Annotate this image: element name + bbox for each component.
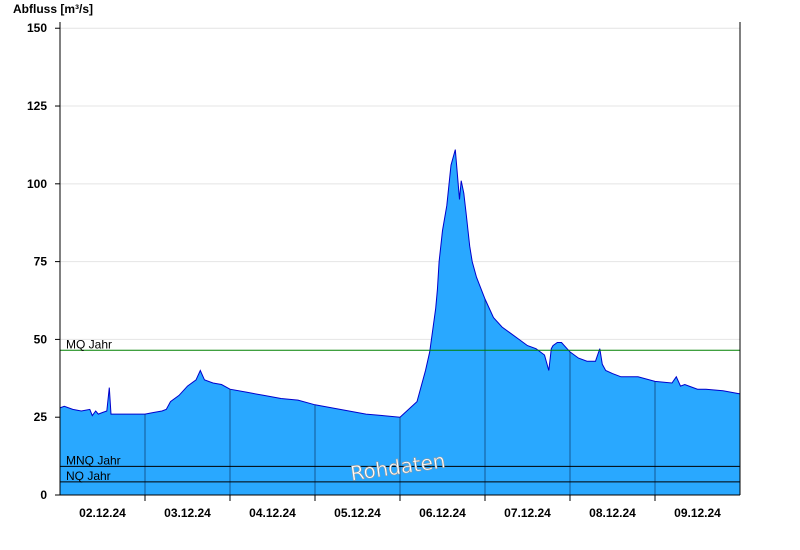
y-tick-label-75: 75 — [34, 255, 48, 269]
y-tick-label-0: 0 — [40, 488, 47, 502]
x-tick-label-0: 02.12.24 — [79, 506, 126, 520]
x-tick-label-5: 07.12.24 — [504, 506, 551, 520]
x-tick-label-1: 03.12.24 — [164, 506, 211, 520]
grid-lines — [60, 27, 740, 418]
y-tick-label-25: 25 — [34, 410, 48, 424]
day-separator-lines — [144, 298, 656, 495]
x-tick-label-7: 09.12.24 — [674, 506, 721, 520]
x-ticks: 02.12.24 03.12.24 04.12.24 05.12.24 06.12.24… — [79, 495, 721, 520]
reference-lines: MQ Jahr MNQ Jahr NQ Jahr — [60, 337, 740, 483]
x-tick-label-2: 04.12.24 — [249, 506, 296, 520]
y-tick-label-150: 150 — [27, 21, 47, 35]
y-tick-label-50: 50 — [34, 332, 48, 346]
ref-label-2: NQ Jahr — [66, 469, 111, 483]
discharge-line — [59, 149, 741, 418]
y-ticks: 0 25 50 75 100 125 150 — [27, 21, 60, 502]
ref-label-0: MQ Jahr — [66, 337, 112, 351]
ref-label-1: MNQ Jahr — [66, 453, 121, 467]
x-tick-label-4: 06.12.24 — [419, 506, 466, 520]
x-tick-label-6: 08.12.24 — [589, 506, 636, 520]
y-tick-label-125: 125 — [27, 99, 47, 113]
y-tick-label-100: 100 — [27, 177, 47, 191]
x-tick-label-3: 05.12.24 — [334, 506, 381, 520]
y-axis-title: Abfluss [m³/s] — [13, 2, 93, 16]
